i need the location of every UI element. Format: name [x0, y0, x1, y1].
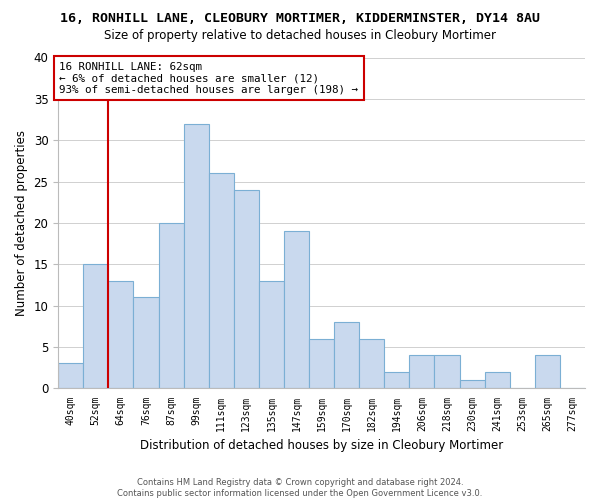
- Bar: [109, 281, 133, 388]
- Bar: [83, 264, 109, 388]
- Bar: [434, 355, 460, 388]
- Bar: [209, 174, 234, 388]
- Bar: [133, 298, 158, 388]
- Text: Size of property relative to detached houses in Cleobury Mortimer: Size of property relative to detached ho…: [104, 28, 496, 42]
- Bar: [158, 223, 184, 388]
- Bar: [284, 231, 309, 388]
- Bar: [384, 372, 409, 388]
- Text: 16 RONHILL LANE: 62sqm
← 6% of detached houses are smaller (12)
93% of semi-deta: 16 RONHILL LANE: 62sqm ← 6% of detached …: [59, 62, 358, 95]
- Bar: [309, 338, 334, 388]
- Bar: [409, 355, 434, 388]
- Bar: [58, 364, 83, 388]
- Bar: [535, 355, 560, 388]
- Y-axis label: Number of detached properties: Number of detached properties: [15, 130, 28, 316]
- Bar: [460, 380, 485, 388]
- Bar: [184, 124, 209, 388]
- Bar: [259, 281, 284, 388]
- Bar: [334, 322, 359, 388]
- Bar: [485, 372, 510, 388]
- Text: 16, RONHILL LANE, CLEOBURY MORTIMER, KIDDERMINSTER, DY14 8AU: 16, RONHILL LANE, CLEOBURY MORTIMER, KID…: [60, 12, 540, 26]
- Bar: [234, 190, 259, 388]
- Text: Contains HM Land Registry data © Crown copyright and database right 2024.
Contai: Contains HM Land Registry data © Crown c…: [118, 478, 482, 498]
- Bar: [359, 338, 384, 388]
- X-axis label: Distribution of detached houses by size in Cleobury Mortimer: Distribution of detached houses by size …: [140, 440, 503, 452]
